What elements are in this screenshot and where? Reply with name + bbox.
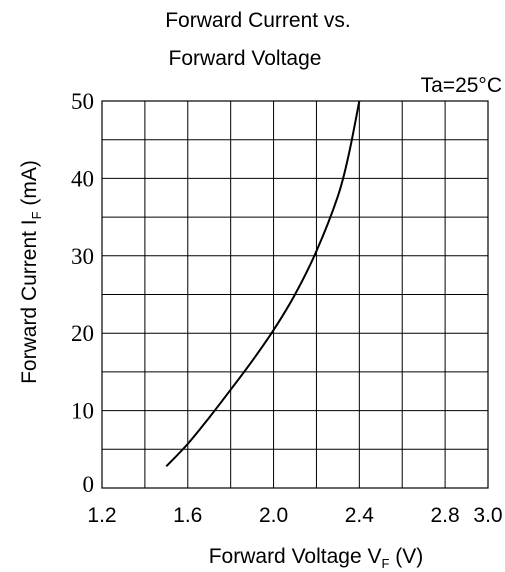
y-tick-label: 30 (71, 244, 94, 269)
x-tick-label: 1.6 (173, 504, 202, 527)
y-tick-label: 0 (83, 472, 95, 497)
x-axis-label-unit: (V) (389, 545, 423, 568)
x-axis-label: Forward Voltage VF (V) (209, 545, 424, 571)
chart-title-line-1: Forward Current vs. (165, 9, 351, 32)
plot-area-frame (101, 100, 489, 489)
y-axis-label-main: Forward Current I (18, 219, 41, 384)
y-axis-label-unit: (mA) (18, 160, 41, 211)
y-axis-label: Forward Current IF (mA) (18, 160, 44, 384)
y-axis-label-subscript: F (29, 211, 44, 219)
chart-title-line-2: Forward Voltage (169, 47, 322, 70)
x-tick-label: 2.4 (345, 504, 375, 527)
x-tick-label: 2.8 (431, 504, 460, 527)
y-tick-label: 10 (71, 399, 94, 424)
x-tick-label: 3.0 (473, 504, 502, 527)
temperature-condition-label: Ta=25°C (421, 74, 502, 97)
y-tick-label: 20 (71, 321, 94, 346)
forward-current-curve (165, 100, 361, 468)
x-axis-label-subscript: F (381, 556, 389, 571)
x-axis-label-main: Forward Voltage V (209, 545, 382, 568)
y-tick-label: 50 (71, 89, 94, 114)
x-tick-label: 2.0 (259, 504, 288, 527)
y-tick-label: 40 (71, 166, 94, 191)
x-tick-label: 1.2 (87, 504, 116, 527)
